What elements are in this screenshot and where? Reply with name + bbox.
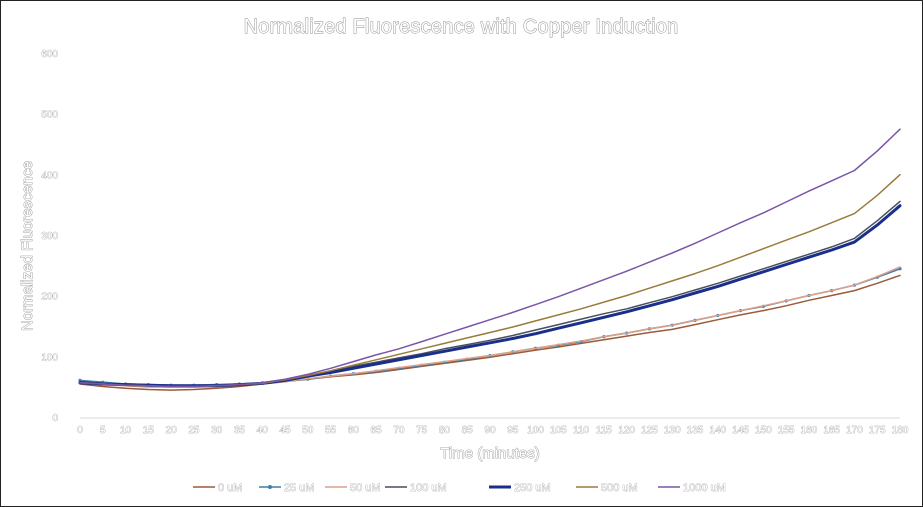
series-line-25-um (79, 267, 901, 387)
x-tick-label: 175 (869, 425, 886, 436)
x-tick-label: 120 (618, 425, 635, 436)
x-tick-label: 135 (687, 425, 704, 436)
legend: 0 uM 25 uM 50 uM 100 uM 250 uM 500 uM 1000 uM (193, 482, 726, 494)
x-tick-label: 75 (416, 425, 428, 436)
x-tick-label: 110 (573, 425, 589, 436)
x-tick-label: 115 (596, 425, 612, 436)
legend-label-1000-um: 1000 uM (683, 482, 726, 494)
x-tick-label: 170 (846, 425, 863, 436)
x-tick-label: 105 (550, 425, 567, 436)
x-tick-label: 90 (484, 425, 496, 436)
x-tick-label: 25 (188, 425, 200, 436)
legend-marker-25-um (268, 485, 272, 489)
x-tick-label: 125 (641, 425, 658, 436)
x-tick-label: 180 (892, 425, 909, 436)
chart-title: Normalized Fluorescence with Copper Indu… (244, 16, 679, 38)
x-tick-label: 95 (507, 425, 519, 436)
y-tick-label: 600 (41, 49, 58, 60)
y-tick-label: 100 (41, 352, 58, 363)
legend-label-500-um: 500 uM (601, 482, 638, 494)
y-tick-label: 300 (41, 231, 58, 242)
y-tick-label: 400 (41, 170, 58, 181)
x-tick-label: 0 (77, 425, 83, 436)
x-tick-label: 165 (823, 425, 840, 436)
y-tick-label: 200 (41, 292, 58, 303)
x-tick-label: 150 (755, 425, 772, 436)
x-tick-label: 55 (325, 425, 337, 436)
x-tick-label: 155 (778, 425, 795, 436)
x-tick-label: 145 (732, 425, 749, 436)
x-tick-label: 85 (462, 425, 474, 436)
legend-label-25-um: 25 uM (284, 482, 315, 494)
legend-label-50-um: 50 uM (350, 482, 381, 494)
x-tick-label: 60 (348, 425, 360, 436)
legend-label-250-um: 250 uM (514, 482, 551, 494)
x-tick-label: 5 (100, 425, 106, 436)
x-tick-label: 100 (527, 425, 544, 436)
x-tick-label: 80 (439, 425, 451, 436)
y-axis-title: Normalized Fluorescence (19, 161, 36, 331)
series-line-100-um (79, 200, 901, 387)
x-tick-label: 20 (166, 425, 178, 436)
x-tick-label: 70 (393, 425, 405, 436)
series-line-250-um (78, 204, 902, 388)
series-lines (78, 128, 902, 391)
x-tick-label: 140 (709, 425, 726, 436)
x-tick-label: 45 (279, 425, 291, 436)
x-axis-ticks: 0 5 10 15 20 25 30 35 40 45 50 55 60 65 70 75 80 85 90 95 10… (77, 425, 909, 437)
x-tick-label: 40 (257, 425, 269, 436)
y-axis-ticks: 0 100 200 300 400 500 600 (41, 49, 59, 425)
y-tick-label: 0 (52, 413, 58, 424)
x-tick-label: 10 (120, 425, 132, 436)
x-tick-label: 160 (801, 425, 818, 436)
x-tick-label: 65 (371, 425, 383, 436)
series-line-0-um (79, 274, 901, 391)
x-tick-label: 35 (234, 425, 246, 436)
x-tick-label: 130 (664, 425, 681, 436)
legend-label-100-um: 100 uM (410, 482, 447, 494)
x-tick-label: 15 (143, 425, 155, 436)
y-tick-label: 500 (41, 110, 58, 121)
series-line-50-um (79, 266, 901, 388)
x-axis-title: Time (minutes) (440, 445, 539, 462)
series-line-1000-um (79, 128, 901, 388)
legend-label-0-um: 0 uM (218, 482, 242, 494)
x-tick-label: 30 (211, 425, 223, 436)
x-tick-label: 50 (302, 425, 314, 436)
